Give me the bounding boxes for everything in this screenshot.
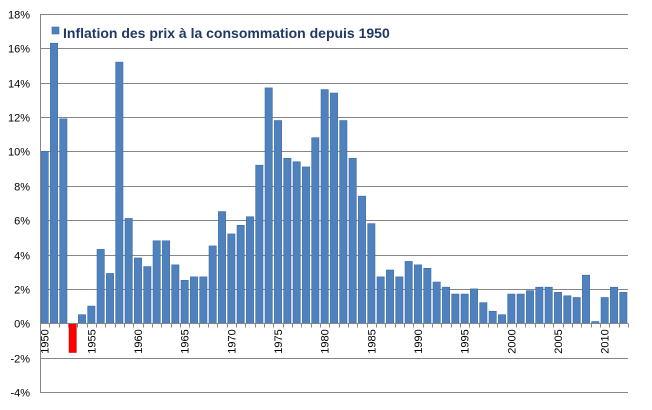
legend: Inflation des prix à la consommation dep… — [51, 25, 390, 41]
bar-1974 — [264, 87, 273, 324]
bar-1982 — [339, 120, 348, 324]
y-tick-label: 2% — [14, 285, 30, 297]
bar-1996 — [470, 288, 478, 324]
bar-2003 — [535, 286, 544, 324]
bar-1981 — [330, 92, 338, 324]
bar-1967 — [199, 276, 208, 324]
bar-1989 — [404, 261, 413, 324]
x-tick-label: 1950 — [40, 329, 52, 353]
x-tick-label: 2005 — [553, 329, 565, 353]
bar-1976 — [283, 158, 292, 324]
bar-1999 — [498, 314, 506, 324]
bar-1984 — [358, 195, 366, 324]
x-tick-label: 1985 — [366, 329, 378, 353]
bar-1955 — [87, 305, 96, 324]
bar-1970 — [227, 233, 236, 324]
x-tick-label: 1960 — [133, 329, 145, 353]
bar-1964 — [171, 264, 180, 324]
bar-2011 — [610, 286, 618, 324]
bar-1979 — [311, 137, 320, 324]
bar-2006 — [563, 295, 572, 324]
x-tick-label: 1980 — [320, 329, 332, 353]
bar-1963 — [162, 240, 170, 324]
bar-1957 — [106, 273, 114, 324]
axis-layer — [40, 14, 629, 392]
legend-swatch — [51, 26, 60, 35]
bar-1965 — [180, 280, 189, 324]
bar-1952 — [59, 118, 68, 324]
bar-2005 — [554, 292, 562, 324]
x-tick-label: 2000 — [506, 329, 518, 353]
y-tick-labels: -4% -2% 0% 2% 4% 6% 8% 10% 12% 14% 16% 18% — [8, 10, 30, 400]
bar-1950 — [40, 151, 49, 324]
bar-1953 — [68, 322, 77, 353]
y-tick-label: 8% — [14, 182, 30, 194]
y-tick-label: -4% — [10, 388, 30, 400]
x-tick-label: 1965 — [180, 329, 192, 353]
bar-1954 — [78, 314, 86, 324]
bar-1966 — [190, 276, 198, 324]
bar-1975 — [274, 120, 282, 324]
bar-1971 — [236, 225, 245, 324]
bar-1968 — [208, 245, 217, 324]
y-tick-label: -2% — [10, 354, 30, 366]
bar-1969 — [218, 211, 226, 324]
x-tick-label: 1995 — [460, 329, 472, 353]
bar-1994 — [451, 293, 460, 324]
bar-1959 — [124, 218, 133, 324]
bar-2010 — [600, 297, 609, 324]
bar-1961 — [143, 266, 152, 324]
bar-1962 — [152, 240, 161, 324]
bar-1983 — [348, 158, 357, 324]
bar-1990 — [414, 264, 422, 324]
bar-2001 — [516, 293, 525, 324]
bar-1956 — [96, 249, 105, 324]
x-tick-label: 1990 — [413, 329, 425, 353]
x-tick-label: 2010 — [600, 329, 612, 353]
bar-2002 — [526, 290, 534, 324]
bar-2012 — [619, 292, 628, 324]
x-tick-label: 1975 — [273, 329, 285, 353]
bar-1985 — [367, 223, 376, 324]
bar-2004 — [544, 286, 553, 324]
bar-1987 — [386, 269, 394, 324]
x-tick-labels: 1950 1955 1960 1965 1970 1975 1980 1985 1990 1995… — [40, 329, 612, 353]
y-tick-label: 12% — [8, 113, 30, 125]
bar-1977 — [292, 161, 301, 324]
bar-1972 — [246, 216, 254, 324]
bar-2000 — [507, 293, 516, 324]
bar-1997 — [479, 302, 488, 324]
x-tick-label: 1970 — [226, 329, 238, 353]
bar-1988 — [395, 276, 404, 324]
bar-1980 — [320, 89, 329, 324]
bar-1960 — [134, 257, 142, 324]
y-tick-label: 18% — [8, 10, 30, 22]
bar-1973 — [255, 164, 264, 324]
bars-layer — [40, 42, 628, 353]
y-tick-label: 0% — [14, 319, 30, 331]
y-tick-label: 10% — [8, 147, 30, 159]
bar-1993 — [442, 286, 450, 324]
bar-1986 — [376, 276, 385, 324]
y-tick-label: 14% — [8, 79, 30, 91]
bar-1995 — [460, 293, 469, 324]
legend-label: Inflation des prix à la consommation dep… — [63, 25, 390, 41]
bar-1978 — [302, 166, 310, 324]
bar-1998 — [488, 310, 497, 324]
y-tick-label: 6% — [14, 216, 30, 228]
y-tick-label: 16% — [8, 44, 30, 56]
bar-1951 — [50, 42, 58, 324]
bar-1958 — [115, 61, 124, 324]
bar-1992 — [432, 281, 441, 324]
bar-1991 — [423, 267, 432, 324]
bar-2007 — [572, 297, 581, 324]
bar-2008 — [582, 274, 590, 324]
y-tick-label: 4% — [14, 251, 30, 263]
x-tick-label: 1955 — [86, 329, 98, 353]
